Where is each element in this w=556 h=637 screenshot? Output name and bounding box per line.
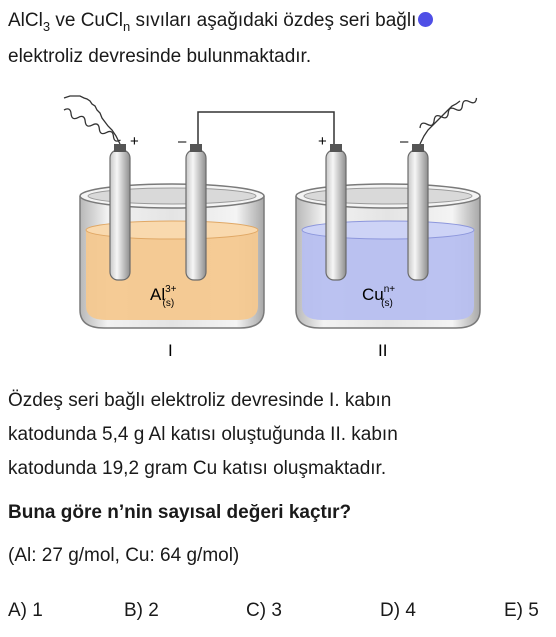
anode-2 — [325, 149, 347, 281]
electrolysis-diagram: + – Al3+ (s) I + – Cun+ (s) II — [63, 95, 481, 360]
power-wire-right — [419, 100, 461, 145]
anode-1-plus-sign: + — [130, 133, 139, 150]
beaker-2-ion-label: Cun+ (s) — [362, 284, 395, 309]
question-text: Buna göre n’nin sayısal değeri kaçtır? — [8, 502, 352, 523]
salt1-formula: AlCl — [8, 10, 43, 31]
blue-dot-icon — [418, 12, 434, 27]
cathode-2 — [407, 149, 429, 281]
paragraph-line-2: katodunda 5,4 g Al katısı oluştuğunda II… — [8, 424, 398, 445]
intro-text: AlCl3 ve CuCln sıvıları aşağıdaki özdeş … — [8, 6, 548, 72]
intro-line-1-rest: sıvıları aşağıdaki özdeş seri bağlı — [130, 10, 417, 31]
problem-paragraph: Özdeş seri bağlı elektroliz devresinde I… — [8, 384, 548, 486]
salt2-subscript: n — [122, 18, 131, 34]
beaker-1-ion-label: Al3+ (s) — [150, 284, 177, 309]
cathode-1 — [185, 149, 207, 281]
cathode-2-minus-sign: – — [400, 133, 409, 150]
choice-e[interactable]: E) 5 — [504, 600, 539, 621]
salt1-subscript: 3 — [42, 18, 51, 34]
intro-line-2: elektroliz devresinde bulunmaktadır. — [8, 45, 312, 67]
choice-a[interactable]: A) 1 — [8, 600, 43, 621]
paragraph-line-3: katodunda 19,2 gram Cu katısı oluşmaktad… — [8, 458, 387, 479]
choice-b[interactable]: B) 2 — [124, 600, 159, 621]
cell-2-label: II — [378, 341, 387, 360]
salt2-formula: CuCl — [80, 10, 123, 31]
power-wire-left — [63, 95, 121, 145]
squiggle-right-icon — [419, 97, 478, 129]
given-molar-masses: (Al: 27 g/mol, Cu: 64 g/mol) — [8, 545, 240, 566]
cell-1-label: I — [168, 341, 173, 360]
anode-1 — [109, 149, 131, 281]
connecting-wire — [197, 111, 335, 144]
squiggle-left-icon — [63, 108, 121, 142]
choice-c[interactable]: C) 3 — [246, 600, 282, 621]
intro-conjunction: ve — [50, 10, 81, 31]
paragraph-line-1: Özdeş seri bağlı elektroliz devresinde I… — [8, 390, 392, 411]
choice-d[interactable]: D) 4 — [380, 600, 416, 621]
cathode-1-minus-sign: – — [178, 133, 187, 150]
anode-2-plus-sign: + — [318, 133, 327, 150]
intro-line-1: AlCl3 ve CuCln sıvıları aşağıdaki özdeş … — [8, 6, 548, 42]
